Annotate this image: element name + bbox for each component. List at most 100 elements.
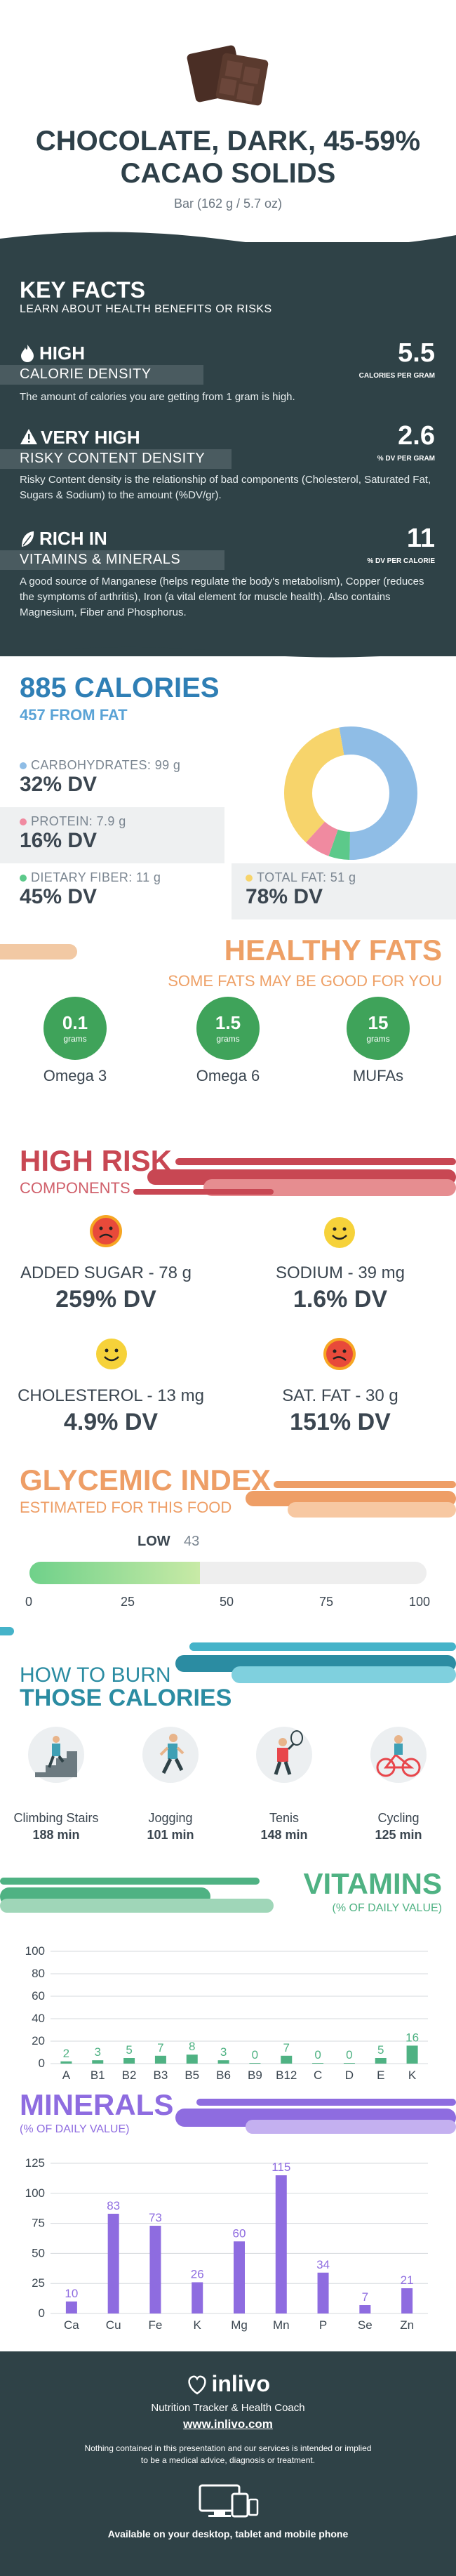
x-tick-label: Fe <box>149 2318 163 2332</box>
decor-bars <box>175 1642 456 1683</box>
glycemic-title: GLYCEMIC INDEX <box>20 1463 271 1496</box>
risk-label: SODIUM - 39 mg <box>275 1263 405 1282</box>
gi-tick: 100 <box>409 1595 431 1609</box>
macro-bg <box>0 807 224 863</box>
x-tick-label: B2 <box>122 2069 137 2082</box>
burn-time: 148 min <box>260 1828 308 1842</box>
x-tick-label: Cu <box>106 2318 121 2332</box>
data-label: 0 <box>314 2048 321 2062</box>
glycemic-value: 43 <box>184 1534 200 1549</box>
bar-B1 <box>92 2060 104 2064</box>
chocolate-image <box>187 45 269 106</box>
y-tick-label: 100 <box>25 1944 45 1958</box>
fat-unit: grams <box>366 1034 390 1044</box>
legend-dot <box>246 875 253 882</box>
happy-face-icon <box>324 1217 355 1248</box>
macro-label: TOTAL FAT: 51 g <box>257 870 356 884</box>
bar-P <box>317 2272 329 2313</box>
bar-B12 <box>281 2055 293 2064</box>
mufa-circle: 15 grams <box>347 997 410 1060</box>
happy-face-icon <box>96 1339 127 1369</box>
risk-dv: 1.6% DV <box>293 1286 388 1313</box>
fact-unit: CALORIES PER GRAM <box>358 372 435 380</box>
y-tick-label: 0 <box>39 2057 45 2070</box>
bar-Fe <box>149 2226 161 2313</box>
x-tick-label: Mn <box>273 2318 290 2332</box>
minerals-subtitle: (% OF DAILY VALUE) <box>20 2123 130 2135</box>
fat-label: Omega 3 <box>43 1067 107 1084</box>
x-tick-label: P <box>319 2318 327 2332</box>
calories-from-fat: 457 FROM FAT <box>20 706 128 724</box>
macro-protein: PROTEIN: 7.9 g 16% DV <box>20 814 126 853</box>
fat-value: 15 <box>368 1012 389 1033</box>
header: CHOCOLATE, DARK, 45-59% CACAO SOLIDS Bar… <box>0 0 456 242</box>
bar-K <box>192 2282 203 2313</box>
fact-unit: % DV PER GRAM <box>377 455 435 463</box>
fact-name: CALORIE DENSITY <box>20 366 152 382</box>
jogging-icon <box>142 1727 199 1783</box>
glycemic-scale: 0 25 50 75 100 <box>0 1595 456 1612</box>
y-tick-label: 75 <box>32 2217 45 2230</box>
bar-Se <box>359 2305 371 2313</box>
bar-B5 <box>186 2054 198 2064</box>
website-link[interactable]: www.inlivo.com <box>183 2417 273 2431</box>
y-tick-label: 50 <box>32 2246 45 2259</box>
bar-K <box>406 2045 418 2064</box>
cycling-icon <box>370 1727 427 1783</box>
fact-value: 2.6 <box>398 421 435 451</box>
serving-size: Bar (162 g / 5.7 oz) <box>173 197 283 211</box>
footer: inlivo Nutrition Tracker & Health Coach … <box>0 2351 456 2576</box>
fat-label: MUFAs <box>352 1067 404 1084</box>
vitamins-chart: 0 20 40 60 80 100 2 A 3 B1 5 B2 7 B3 8 B5 3 B6 0 B9 7 B12 0 C 0 D… <box>25 1944 428 2082</box>
devices-icon <box>199 2484 259 2518</box>
bar-B9 <box>249 2063 261 2064</box>
data-label: 3 <box>220 2045 227 2059</box>
glycemic-level: LOW <box>138 1534 170 1549</box>
x-tick-label: Mg <box>231 2318 248 2332</box>
fact-description: The amount of calories you are getting f… <box>20 391 295 403</box>
fact-name: RISKY CONTENT DENSITY <box>20 451 206 466</box>
x-tick-label: B3 <box>154 2069 168 2082</box>
fact-description: Risky Content density is the relationshi… <box>20 474 431 501</box>
x-tick-label: Se <box>358 2318 373 2332</box>
tennis-icon <box>256 1727 312 1783</box>
sad-face-icon <box>90 1215 122 1247</box>
risk-dv: 151% DV <box>290 1409 391 1435</box>
macro-bg <box>232 863 456 919</box>
burn-time: 125 min <box>375 1828 422 1842</box>
flame-icon <box>21 345 34 362</box>
y-tick-label: 25 <box>32 2276 45 2290</box>
decor-bars <box>175 2099 456 2134</box>
bar-Cu <box>107 2213 119 2313</box>
calories-title: 885 CALORIES <box>20 672 220 703</box>
food-title: CHOCOLATE, DARK, 45-59% CACAO SOLIDS <box>35 126 421 189</box>
data-label: 7 <box>157 2041 163 2054</box>
bar-Mn <box>275 2175 287 2313</box>
macro-carbs: CARBOHYDRATES: 99 g 32% DV <box>20 758 180 797</box>
x-tick-label: Zn <box>400 2318 414 2332</box>
burn-time: 188 min <box>32 1828 80 1842</box>
y-tick-label: 0 <box>39 2306 45 2320</box>
macro-label: CARBOHYDRATES: 99 g <box>31 758 181 772</box>
bar-B3 <box>154 2055 166 2064</box>
gi-tick: 0 <box>25 1595 33 1609</box>
fact-value: 5.5 <box>398 338 435 368</box>
data-label: 10 <box>65 2287 78 2300</box>
fact-bar <box>0 449 232 469</box>
risk-label: CHOLESTEROL - 13 mg <box>18 1386 204 1405</box>
sad-face-icon <box>323 1338 356 1370</box>
data-label: 83 <box>107 2199 120 2212</box>
x-tick-label: B6 <box>216 2069 231 2082</box>
data-label: 60 <box>233 2226 246 2240</box>
leaf-icon <box>22 531 34 547</box>
macro-label: PROTEIN: 7.9 g <box>31 814 126 828</box>
data-label: 5 <box>377 2043 384 2057</box>
bar-B2 <box>123 2058 135 2064</box>
data-label: 26 <box>191 2267 204 2280</box>
data-label: 0 <box>346 2048 352 2062</box>
macro-fat: TOTAL FAT: 51 g 78% DV <box>246 870 356 909</box>
decor-bars <box>246 1481 456 1518</box>
fat-unit: grams <box>216 1034 240 1044</box>
data-label: 7 <box>362 2290 368 2304</box>
bar-C <box>312 2063 324 2064</box>
